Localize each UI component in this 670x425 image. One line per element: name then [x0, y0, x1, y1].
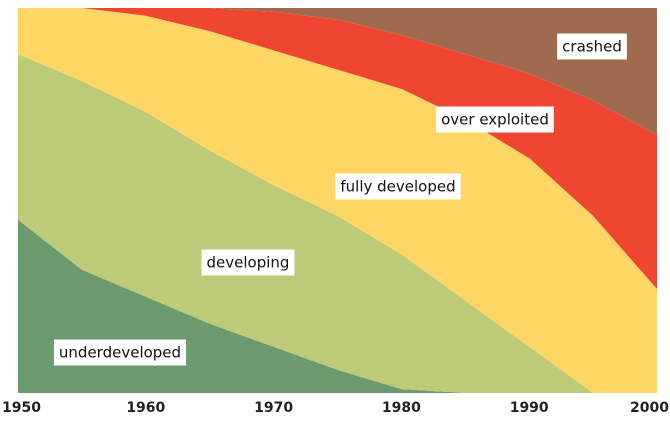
x-tick-label: 1950	[2, 400, 41, 416]
area	[18, 8, 657, 136]
label-box	[436, 106, 554, 133]
area-label: over exploited	[441, 111, 549, 129]
x-tick-label: 1980	[382, 400, 421, 416]
label-box	[53, 339, 187, 366]
label-box	[557, 33, 627, 60]
area-label: underdeveloped	[59, 344, 181, 362]
area	[18, 8, 657, 290]
area-label: fully developed	[340, 178, 455, 196]
label-box	[335, 173, 461, 200]
x-tick-label: 1960	[126, 400, 165, 416]
area	[18, 8, 657, 393]
x-tick-label: 2000	[630, 400, 669, 416]
label-box	[201, 249, 295, 276]
area-label: developing	[207, 254, 290, 272]
x-tick-label: 1990	[510, 400, 549, 416]
area-label: crashed	[562, 38, 622, 56]
area	[18, 54, 657, 393]
x-tick-label: 1970	[254, 400, 293, 416]
